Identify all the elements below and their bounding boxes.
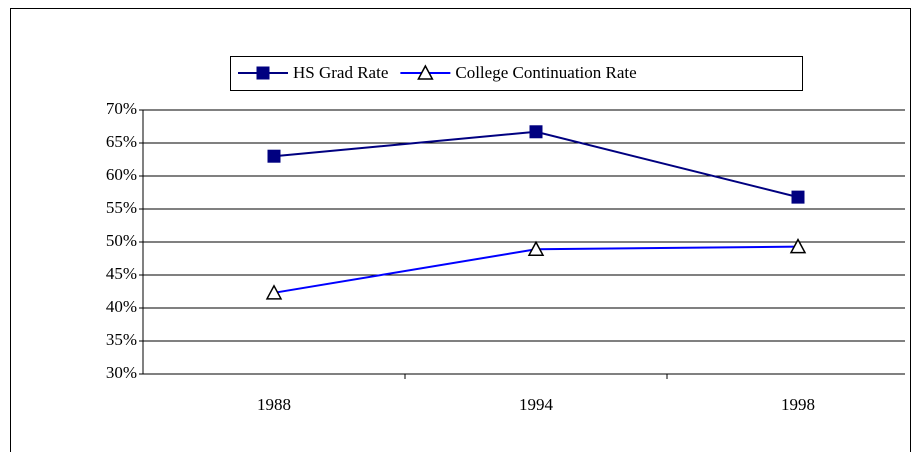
data-point [529, 125, 543, 139]
data-point [527, 240, 545, 257]
x-tick-label: 1988 [257, 395, 291, 414]
legend-marker [256, 66, 270, 80]
x-tick-label: 1994 [519, 395, 554, 414]
y-tick-label: 55% [106, 198, 137, 217]
x-tick-label: 1998 [781, 395, 815, 414]
y-tick-label: 65% [106, 132, 137, 151]
legend-box [230, 56, 803, 91]
y-tick-label: 45% [106, 264, 137, 283]
y-tick-label: 70% [106, 99, 137, 118]
y-tick-label: 30% [106, 363, 137, 382]
legend-label: College Continuation Rate [455, 63, 636, 82]
y-tick-label: 60% [106, 165, 137, 184]
y-tick-label: 40% [106, 297, 137, 316]
legend-label: HS Grad Rate [293, 63, 388, 82]
data-point [265, 284, 283, 300]
y-tick-label: 50% [106, 231, 137, 250]
data-point [267, 149, 281, 163]
legend-marker [417, 64, 434, 80]
data-point [791, 190, 805, 204]
y-tick-label: 35% [106, 330, 137, 349]
data-point [789, 238, 807, 254]
